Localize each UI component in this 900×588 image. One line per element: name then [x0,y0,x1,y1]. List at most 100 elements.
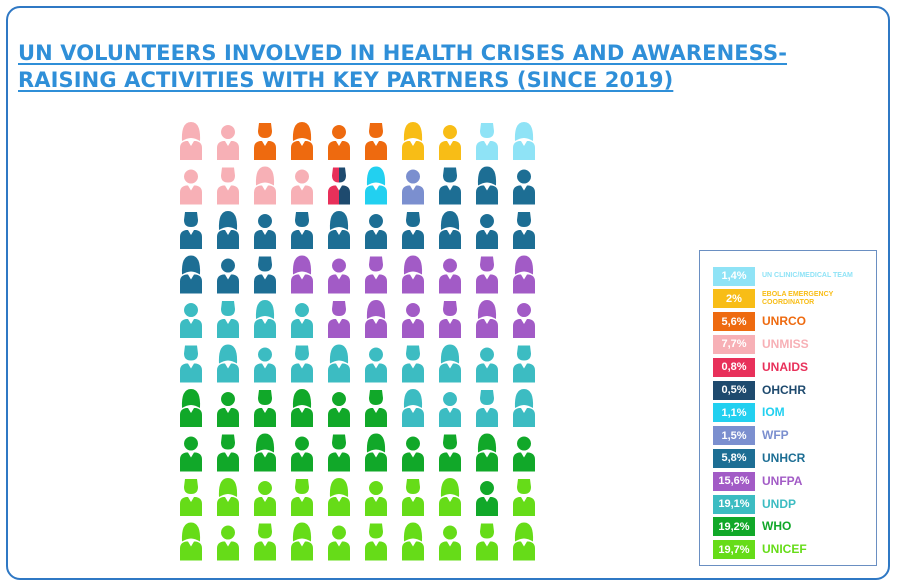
chart-title: UN VOLUNTEERS INVOLVED IN HEALTH CRISES … [18,41,788,92]
person-icon-unfpa [476,300,498,338]
person-icon-who [217,392,239,427]
legend-item-ebola-emergency-coordinator: 2% EBOLA EMERGENCY COORDINATOR [713,289,872,309]
person-icon-undp [291,345,313,383]
person-icon-who [476,433,498,472]
person-icon-undp [291,303,313,338]
legend-label: UNAIDS [762,359,809,374]
legend-label: OHCHR [762,382,806,397]
legend-swatch: 19,2% [713,517,755,537]
person-icon-unmiss [217,167,239,205]
person-icon-who [439,434,461,472]
legend-item-unhcr: 5,8% UNHCR [713,448,872,468]
person-icon-unicef [217,525,239,561]
person-icon-who [402,436,424,472]
legend-item-iom: 1,1% IOM [713,403,872,423]
person-icon-unicef [254,523,276,561]
person-icon-undp [513,345,535,383]
person-icon-unhcr [217,258,239,294]
person-icon-un-clinic-medical-team [513,122,535,160]
person-icon-unicef [217,478,239,516]
person-icon-unfpa [513,255,535,294]
person-icon-unmiss [254,166,276,205]
person-icon-undp [402,345,424,383]
person-icon-unicef [476,523,498,561]
person-icon-unicef [365,481,387,516]
legend-label: UNMISS [762,336,809,351]
person-icon-ebola-emergency-coordinator [439,125,461,160]
legend-swatch: 2% [713,289,755,309]
person-icon-split [328,167,350,205]
person-icon-who [291,436,313,472]
person-icon-undp [439,392,461,427]
person-icon-undp [513,389,535,427]
legend-item-unicef: 19,7% UNICEF [713,540,872,560]
legend-label: UNHCR [762,450,806,465]
person-icon-unicef [402,522,424,561]
person-icon-who [180,436,202,472]
person-icon-wfp [402,169,424,205]
person-icon-un-clinic-medical-team [476,123,498,160]
person-icon-undp [217,344,239,383]
person-icon-unmiss [180,122,202,160]
person-icon-undp [439,344,461,383]
legend-swatch: 1,4% [713,266,755,286]
legend-item-unmiss: 7,7% UNMISS [713,334,872,354]
person-icon-unhcr [439,167,461,205]
person-icon-unhcr [476,166,498,205]
person-icon-unicef [291,522,313,561]
person-icon-who [476,481,498,516]
person-icon-unfpa [328,258,350,294]
person-icon-unfpa [328,301,350,338]
person-icon-unhcr [217,211,239,249]
person-icon-who [180,389,202,427]
person-icon-unhcr [365,214,387,249]
legend-swatch: 19,1% [713,494,755,514]
person-icon-unicef [402,479,424,516]
person-icon-unicef [328,525,350,561]
legend-swatch: 1,1% [713,403,755,423]
legend-swatch: 5,8% [713,448,755,468]
person-icon-who [365,433,387,472]
legend-item-undp: 19,1% UNDP [713,494,872,514]
person-icon-unhcr [328,211,350,249]
person-icon-unfpa [513,303,535,338]
person-icon-unmiss [217,125,239,160]
legend-swatch: 0,8% [713,357,755,377]
legend: 1,4% UN CLINIC/MEDICAL TEAM 2% EBOLA EMERGE… [699,250,877,566]
person-icon-unfpa [402,303,424,338]
legend-label: WFP [762,428,789,443]
person-icon-unicef [180,479,202,516]
person-icon-undp [476,390,498,427]
person-icon-unhcr [513,212,535,249]
person-icon-unhcr [254,214,276,249]
legend-item-unrco: 5,6% UNRCO [713,312,872,332]
person-icon-unicef [439,478,461,516]
person-icon-unhcr [402,212,424,249]
person-icon-unfpa [476,256,498,294]
person-icon-iom [365,166,387,205]
legend-item-unfpa: 15,6% UNFPA [713,471,872,491]
person-icon-unfpa [365,256,387,294]
legend-item-un-clinic-medical-team: 1,4% UN CLINIC/MEDICAL TEAM [713,266,872,286]
legend-item-wfp: 1,5% WFP [713,426,872,446]
person-icon-unrco [328,125,350,160]
person-icon-who [254,390,276,427]
legend-swatch: 5,6% [713,312,755,332]
legend-item-ohchr: 0,5% OHCHR [713,380,872,400]
person-icon-unicef [439,525,461,561]
legend-label: UN CLINIC/MEDICAL TEAM [762,272,853,279]
legend-label: WHO [762,519,792,534]
person-icon-unicef [365,523,387,561]
person-icon-unmiss [291,169,313,205]
person-icon-unfpa [291,255,313,294]
legend-item-who: 19,2% WHO [713,517,872,537]
person-icon-unhcr [513,169,535,205]
person-icon-undp [402,389,424,427]
person-icon-who [365,390,387,427]
person-icon-who [291,389,313,427]
person-icon-undp [328,344,350,383]
person-icon-unhcr [180,255,202,294]
legend-swatch: 15,6% [713,471,755,491]
legend-swatch: 1,5% [713,426,755,446]
